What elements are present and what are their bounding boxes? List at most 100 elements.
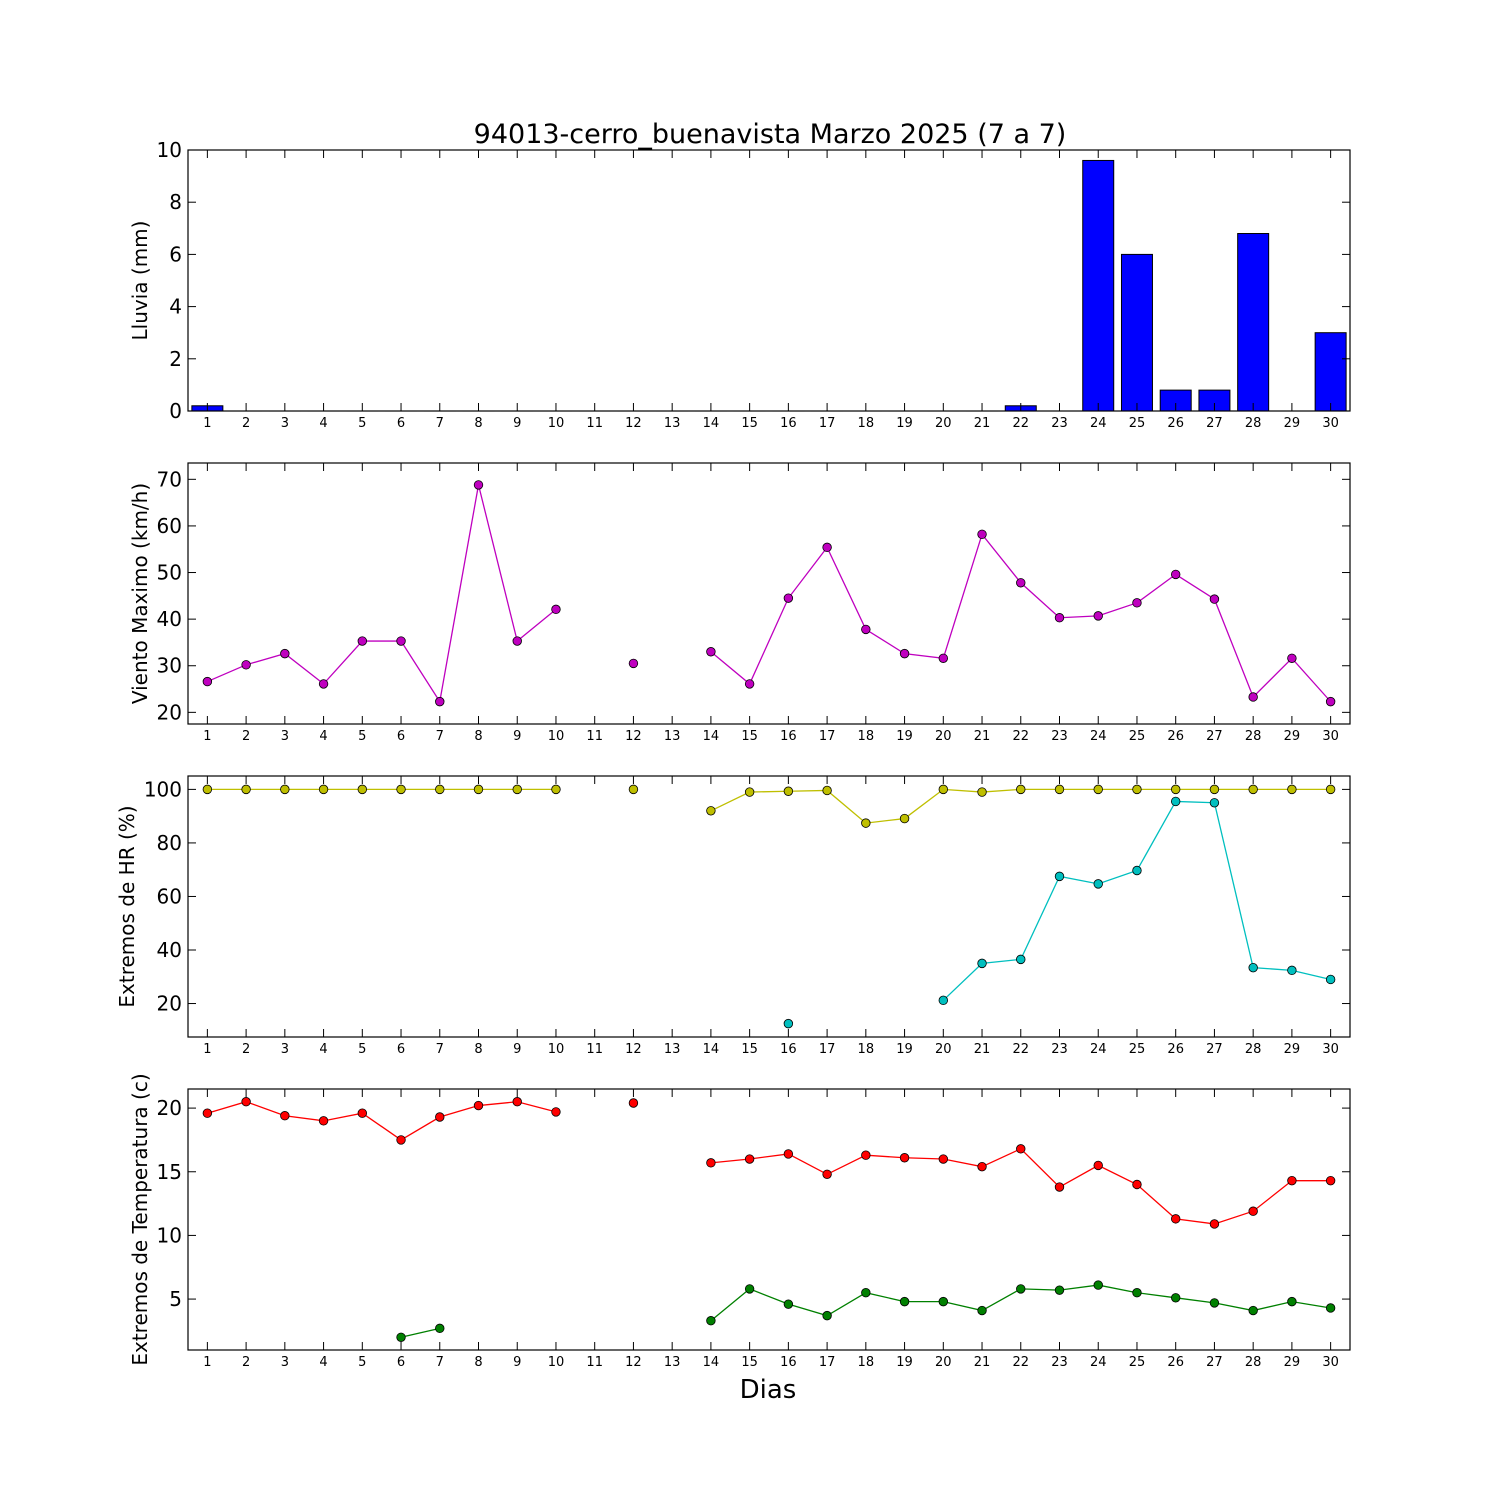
x-tick-label: 19	[896, 729, 913, 744]
x-tick-label: 19	[896, 1355, 913, 1370]
data-point	[1287, 653, 1297, 663]
x-tick-label: 26	[1167, 416, 1184, 431]
data-point	[1209, 798, 1220, 808]
data-point	[1132, 1179, 1142, 1190]
data-point	[1209, 1298, 1220, 1308]
x-tick-label: 6	[397, 1355, 405, 1370]
x-tick-label: 1	[203, 1042, 211, 1057]
data-point	[473, 1100, 484, 1111]
data-point	[280, 784, 290, 795]
x-tick-label: 10	[548, 729, 565, 744]
series-line	[207, 484, 557, 704]
y-tick-label: 60	[157, 514, 182, 538]
data-point	[280, 648, 290, 659]
x-tick-label: 15	[741, 416, 758, 431]
x-tick-label: 19	[896, 416, 913, 431]
data-point	[899, 1153, 910, 1163]
data-point	[628, 784, 639, 795]
data-point	[551, 784, 561, 795]
x-tick-label: 12	[625, 416, 642, 431]
data-point	[899, 813, 910, 824]
x-tick-label: 1	[203, 1355, 211, 1370]
data-point	[977, 1305, 987, 1316]
x-tick-label: 8	[474, 729, 482, 744]
data-point	[1209, 1219, 1220, 1229]
data-point	[938, 1154, 949, 1164]
series-line	[710, 532, 1332, 703]
data-point	[318, 679, 329, 689]
y-axis-label: Extremos de Temperatura (c)	[128, 1073, 152, 1365]
x-tick-label: 29	[1284, 729, 1301, 744]
data-point	[628, 658, 639, 669]
y-tick-label: 20	[157, 1096, 182, 1120]
data-point	[938, 653, 949, 663]
y-tick-label: 40	[157, 607, 182, 631]
x-tick-label: 2	[242, 1042, 250, 1057]
data-point	[512, 636, 522, 646]
data-point	[628, 1098, 639, 1108]
x-tick-label: 3	[281, 1355, 289, 1370]
x-tick-label: 6	[397, 416, 405, 431]
x-tick-label: 7	[436, 416, 444, 431]
data-point	[822, 1169, 832, 1180]
x-tick-label: 5	[358, 416, 366, 431]
x-tick-label: 23	[1051, 729, 1068, 744]
data-point	[202, 676, 213, 687]
data-point	[1170, 1214, 1181, 1224]
x-tick-label: 27	[1206, 1355, 1223, 1370]
x-tick-label: 28	[1245, 729, 1262, 744]
data-point	[473, 784, 484, 795]
x-tick-label: 6	[397, 729, 405, 744]
data-point	[1170, 796, 1181, 807]
y-tick-label: 2	[169, 347, 182, 371]
x-tick-label: 1	[203, 729, 211, 744]
x-tick-label: 17	[819, 1355, 836, 1370]
x-tick-label: 20	[935, 1042, 952, 1057]
x-tick-label: 11	[586, 729, 603, 744]
x-tick-label: 29	[1284, 1355, 1301, 1370]
x-tick-label: 8	[474, 1355, 482, 1370]
x-tick-label: 25	[1129, 729, 1146, 744]
data-point	[744, 787, 755, 797]
x-tick-label: 13	[664, 1355, 681, 1370]
x-tick-label: 27	[1206, 1042, 1223, 1057]
x-tick-label: 5	[358, 1042, 366, 1057]
data-point	[822, 785, 832, 796]
data-point	[396, 1332, 406, 1342]
x-tick-label: 15	[741, 1042, 758, 1057]
x-tick-label: 18	[858, 1355, 875, 1370]
x-tick-label: 12	[625, 1355, 642, 1370]
y-tick-label: 20	[157, 992, 182, 1016]
x-tick-label: 22	[1012, 1355, 1029, 1370]
x-tick-label: 26	[1167, 1355, 1184, 1370]
y-tick-label: 60	[157, 884, 182, 908]
x-tick-label: 23	[1051, 1355, 1068, 1370]
series-line	[710, 788, 1331, 824]
data-point	[396, 1135, 406, 1145]
y-tick-label: 100	[144, 777, 182, 801]
data-point	[861, 1288, 871, 1298]
bar	[1082, 159, 1115, 412]
x-tick-label: 9	[513, 729, 521, 744]
data-point	[1248, 692, 1258, 702]
data-point	[938, 1296, 949, 1307]
x-tick-label: 2	[242, 729, 250, 744]
x-tick-label: 4	[319, 416, 327, 431]
x-tick-label: 19	[896, 1042, 913, 1057]
x-tick-label: 11	[586, 1355, 603, 1370]
data-point	[1016, 954, 1026, 965]
data-point	[357, 1108, 368, 1118]
data-point	[1325, 974, 1336, 985]
data-point	[706, 806, 716, 816]
data-point	[1132, 1288, 1142, 1298]
data-point	[357, 784, 368, 795]
data-point	[551, 604, 561, 615]
data-point	[861, 624, 871, 635]
x-tick-label: 28	[1245, 1355, 1262, 1370]
data-point	[1325, 784, 1336, 795]
x-tick-label: 2	[242, 416, 250, 431]
y-tick-label: 20	[157, 700, 182, 724]
data-point	[1093, 879, 1103, 889]
